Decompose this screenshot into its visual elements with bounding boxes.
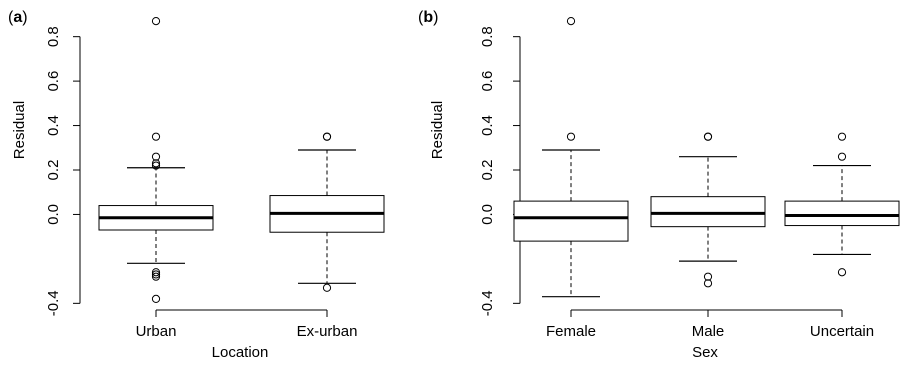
outlier-point: [566, 132, 576, 141]
y-tick-label: 0.2: [45, 160, 62, 181]
outlier-point: [151, 152, 161, 161]
box-male: [650, 132, 766, 288]
outlier-point: [151, 272, 161, 281]
outlier-point: [322, 132, 332, 141]
box-uncertain: [784, 132, 900, 277]
outlier-point: [322, 283, 332, 292]
x-tick-label: Female: [546, 323, 596, 340]
iqr-box: [784, 200, 900, 227]
y-tick-label: 0.4: [479, 115, 496, 136]
outlier-point: [151, 294, 161, 303]
iqr-box: [650, 196, 766, 228]
y-tick-label: 0.8: [45, 26, 62, 47]
outlier-point: [151, 17, 161, 26]
outlier-point: [566, 17, 576, 26]
outlier-point: [151, 268, 161, 277]
panel-b: (b) -0.4 0.0 0.2 0.4 0.6 0.8 Residual Female Male…: [418, 9, 900, 361]
y-tick-label: 0.6: [479, 71, 496, 92]
panel-label: (a): [8, 9, 28, 26]
y-tick-label: -0.4: [45, 290, 62, 316]
box-urban: [98, 17, 214, 303]
y-tick-label: -0.4: [479, 290, 496, 316]
y-tick-label: 0.8: [479, 26, 496, 47]
y-tick-label: 0.2: [479, 160, 496, 181]
box-female: [513, 17, 629, 298]
y-axis-title: Residual: [429, 101, 446, 159]
x-tick-label: Urban: [136, 323, 177, 340]
y-tick-label: 0.6: [45, 71, 62, 92]
iqr-box: [513, 200, 629, 242]
x-axis-title: Sex: [692, 344, 718, 361]
outlier-point: [837, 152, 847, 161]
x-axis-title: Location: [212, 344, 269, 361]
y-tick-label: 0.0: [45, 204, 62, 225]
y-tick-label: 0.4: [45, 115, 62, 136]
box-ex-urban: [269, 132, 385, 292]
outlier-point: [151, 159, 161, 168]
panel-a: (a) -0.4 0.0 0.2 0.4 0.6 0.8 Residual Urban Ex-ur…: [8, 9, 385, 361]
y-axis-title: Residual: [11, 101, 28, 159]
x-tick-label: Ex-urban: [297, 323, 358, 340]
outlier-point: [703, 132, 713, 141]
outlier-point: [837, 268, 847, 277]
outlier-point: [703, 272, 713, 281]
outlier-point: [703, 279, 713, 288]
panel-label: (b): [418, 9, 438, 26]
outlier-point: [837, 132, 847, 141]
outlier-point: [151, 161, 161, 170]
outlier-point: [151, 270, 161, 279]
x-tick-label: Male: [692, 323, 725, 340]
x-tick-label: Uncertain: [810, 323, 874, 340]
y-tick-label: 0.0: [479, 204, 496, 225]
outlier-point: [151, 132, 161, 141]
